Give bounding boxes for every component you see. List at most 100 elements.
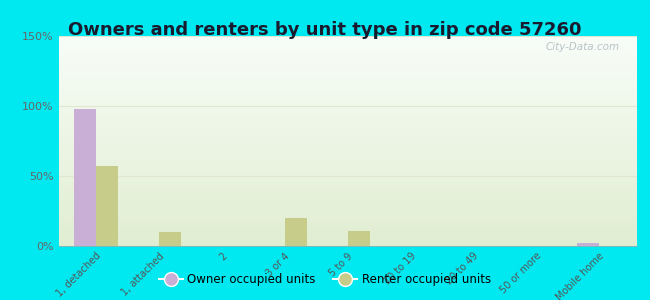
Bar [58, 75, 637, 76]
Bar [58, 61, 637, 62]
Bar [58, 229, 637, 230]
Bar [58, 184, 637, 185]
Bar [58, 208, 637, 209]
Bar [58, 119, 637, 120]
Bar [58, 222, 637, 223]
Bar [58, 121, 637, 122]
Bar [58, 183, 637, 184]
Bar [58, 181, 637, 182]
Bar [58, 160, 637, 161]
Bar [58, 138, 637, 139]
Bar [74, 109, 96, 246]
Bar [58, 46, 637, 48]
Bar [58, 60, 637, 61]
Bar [58, 187, 637, 188]
Bar [58, 186, 637, 187]
Bar [58, 190, 637, 191]
Bar [58, 209, 637, 210]
Bar [58, 88, 637, 90]
Bar [58, 76, 637, 77]
Bar [58, 156, 637, 157]
Bar [58, 206, 637, 207]
Bar [58, 232, 637, 233]
Bar [58, 85, 637, 86]
Bar [58, 154, 637, 155]
Bar [58, 210, 637, 211]
Bar [58, 111, 637, 112]
Text: City-Data.com: City-Data.com [545, 42, 619, 52]
Bar [58, 123, 637, 124]
Bar [58, 226, 637, 227]
Bar [159, 232, 181, 246]
Bar [58, 81, 637, 82]
Bar [58, 241, 637, 242]
Bar [58, 207, 637, 208]
Bar [58, 239, 637, 240]
Bar [58, 191, 637, 193]
Bar [58, 143, 637, 144]
Text: Owners and renters by unit type in zip code 57260: Owners and renters by unit type in zip c… [68, 21, 582, 39]
Bar [58, 92, 637, 93]
Bar [96, 166, 118, 246]
Bar [58, 136, 637, 137]
Bar [58, 57, 637, 58]
Bar [58, 122, 637, 123]
Bar [58, 180, 637, 181]
Bar [58, 227, 637, 228]
Bar [58, 215, 637, 217]
Bar [58, 243, 637, 244]
Bar [58, 214, 637, 215]
Bar [58, 219, 637, 220]
Bar [58, 52, 637, 53]
Bar [58, 71, 637, 72]
Legend: Owner occupied units, Renter occupied units: Owner occupied units, Renter occupied un… [154, 269, 496, 291]
Bar [58, 36, 637, 37]
Bar [58, 53, 637, 54]
Bar [58, 154, 637, 156]
Bar [58, 163, 637, 164]
Bar [58, 114, 637, 115]
Bar [58, 130, 637, 132]
Bar [58, 220, 637, 221]
Bar [58, 128, 637, 130]
Bar [58, 147, 637, 148]
Bar [58, 141, 637, 142]
Bar [58, 175, 637, 176]
Bar [58, 98, 637, 99]
Bar [58, 40, 637, 41]
Bar [58, 201, 637, 202]
Bar [58, 162, 637, 163]
Bar [58, 233, 637, 235]
Bar [58, 58, 637, 59]
Bar [58, 203, 637, 204]
Bar [58, 105, 637, 106]
Bar [58, 68, 637, 69]
Bar [58, 109, 637, 110]
Bar [58, 217, 637, 218]
Bar [58, 86, 637, 88]
Bar [58, 172, 637, 173]
Bar [58, 74, 637, 75]
Bar [58, 225, 637, 226]
Bar [58, 59, 637, 60]
Bar [58, 117, 637, 118]
Bar [58, 125, 637, 126]
Bar [58, 228, 637, 229]
Bar [58, 176, 637, 177]
Bar [58, 39, 637, 40]
Bar [58, 170, 637, 172]
Bar [58, 70, 637, 71]
Bar [58, 110, 637, 111]
Bar [58, 148, 637, 149]
Bar [58, 94, 637, 95]
Bar [58, 54, 637, 55]
Bar [58, 69, 637, 70]
Bar [58, 165, 637, 166]
Bar [58, 245, 637, 246]
Bar [58, 196, 637, 197]
Bar [58, 79, 637, 80]
Bar [58, 56, 637, 57]
Bar [58, 96, 637, 97]
Bar [58, 231, 637, 232]
Bar [58, 51, 637, 52]
